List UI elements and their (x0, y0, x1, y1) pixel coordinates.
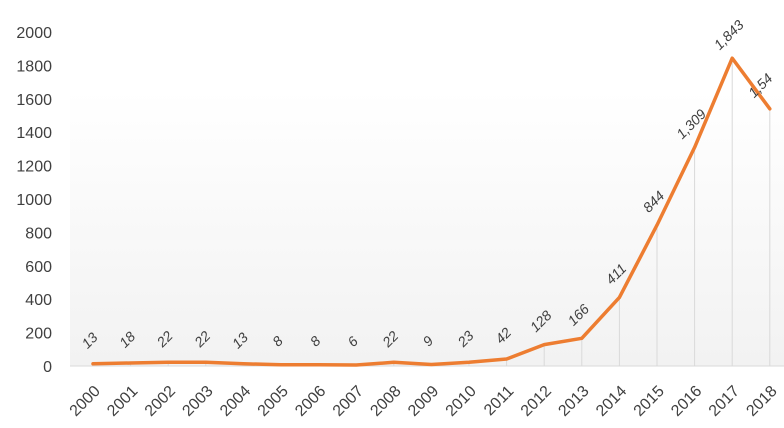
y-axis-ticks: 0 200 400 600 800 1000 1200 1400 1600 1800 2000 (16, 25, 52, 376)
y-tick-label: 2000 (16, 25, 52, 42)
x-tick-label: 2001 (104, 383, 141, 420)
x-tick-label: 2018 (743, 383, 780, 420)
x-tick-label: 2017 (706, 383, 743, 420)
x-tick-label: 2009 (405, 383, 442, 420)
x-tick-label: 2012 (518, 383, 555, 420)
x-tick-label: 2011 (481, 383, 517, 419)
x-tick-label: 2007 (330, 383, 367, 420)
y-tick-label: 600 (25, 259, 52, 276)
plot-background (70, 90, 784, 366)
x-tick-label: 2015 (631, 383, 668, 420)
y-tick-label: 400 (25, 292, 52, 309)
series-line (91, 56, 772, 367)
x-tick-label: 2005 (255, 383, 292, 420)
data-label: 1,843 (711, 16, 747, 52)
y-tick-label: 1400 (16, 125, 52, 142)
x-tick-label: 2006 (292, 383, 329, 420)
x-tick-label: 2014 (593, 383, 630, 420)
x-tick-label: 2004 (217, 383, 254, 420)
x-tick-label: 2000 (67, 383, 104, 420)
x-tick-label: 2010 (443, 383, 480, 420)
y-tick-label: 1200 (16, 159, 52, 176)
x-axis-ticks: 2000 2001 2002 2003 2004 2005 2006 2007 2008 2009… (67, 383, 781, 420)
y-tick-label: 0 (43, 359, 52, 376)
y-tick-label: 1800 (16, 58, 52, 75)
x-tick-label: 2002 (142, 383, 179, 420)
y-tick-label: 200 (25, 326, 52, 343)
x-tick-label: 2008 (367, 383, 404, 420)
y-tick-label: 1600 (16, 92, 52, 109)
y-tick-label: 1000 (16, 192, 52, 209)
y-tick-label: 800 (25, 225, 52, 242)
x-tick-label: 2003 (179, 383, 216, 420)
x-tick-label: 2013 (555, 383, 592, 420)
x-tick-label: 2016 (668, 383, 705, 420)
